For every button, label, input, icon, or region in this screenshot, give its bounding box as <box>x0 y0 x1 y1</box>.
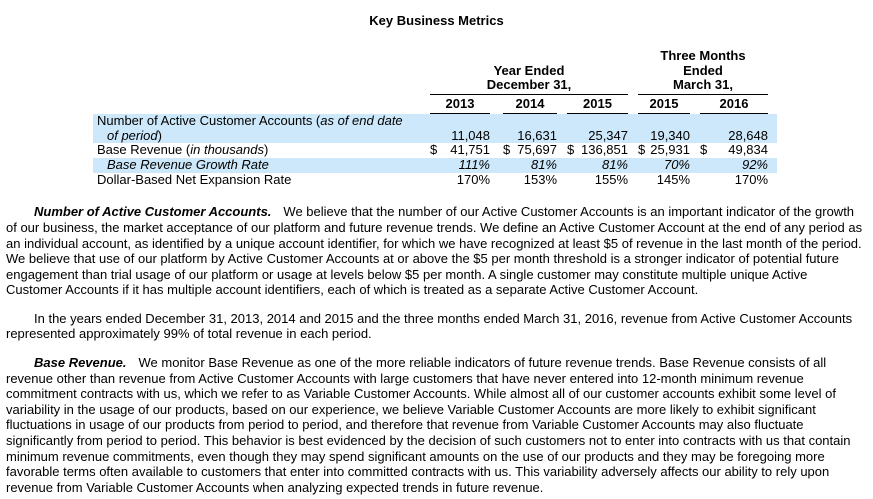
table-year-header-row: 2013 2014 2015 2015 2016 <box>93 96 777 114</box>
cell-value: $75,697 <box>503 142 557 158</box>
body-text: Number of Active Customer Accounts. We be… <box>0 204 873 495</box>
table-row-net-expansion-rate: Dollar-Based Net Expansion Rate 170% 153… <box>93 171 777 188</box>
paragraph-base-revenue: Base Revenue. We monitor Base Revenue as … <box>6 355 867 495</box>
cell-value: $136,851 <box>567 142 628 158</box>
page-title: Key Business Metrics <box>369 13 504 28</box>
year-header-2016-q1: 2016 <box>700 96 768 114</box>
table-row-base-revenue-growth-rate: Base Revenue Growth Rate 111% 81% 81% 70… <box>93 156 777 173</box>
paragraph-lead: Number of Active Customer Accounts. <box>34 204 272 220</box>
year-header-2013: 2013 <box>430 96 490 114</box>
table-row-base-revenue: Base Revenue (in thousands) $41,751 $75,… <box>93 142 777 158</box>
cell-value: 16,631 <box>517 127 557 143</box>
cell-value: 81% <box>530 156 557 172</box>
cell-value: 153% <box>523 171 557 187</box>
dollar-sign: $ <box>567 142 575 158</box>
cell-value: 19,340 <box>650 127 690 143</box>
paragraph-text: We believe that the number of our Active… <box>6 204 863 298</box>
cell-value: $41,751 <box>430 142 490 158</box>
row-label: Number of Active Customer Accounts (as o… <box>97 112 403 143</box>
dollar-sign: $ <box>700 142 708 158</box>
cell-value: 81% <box>601 156 628 172</box>
cell-value: 28,648 <box>728 127 768 143</box>
cell-value: 170% <box>734 171 768 187</box>
col-group-year-ended: Year Ended December 31, <box>430 62 628 96</box>
paragraph-text: We monitor Base Revenue as one of the mo… <box>6 355 851 495</box>
cell-value: 155% <box>594 171 628 187</box>
spacer <box>93 97 430 114</box>
paragraph-text: In the years ended December 31, 2013, 20… <box>6 310 853 342</box>
year-header-2014: 2014 <box>503 96 557 114</box>
spacer <box>490 97 503 114</box>
spacer <box>628 97 638 114</box>
key-business-metrics-table: Year Ended December 31, Three Months End… <box>93 48 777 188</box>
dollar-sign: $ <box>638 142 646 158</box>
cell-value: 92% <box>741 156 768 172</box>
group-header-line: Ended <box>683 62 723 78</box>
year-header-2015-q1: 2015 <box>638 96 690 114</box>
cell-value: 111% <box>458 156 490 172</box>
dollar-sign: $ <box>430 142 438 158</box>
spacer <box>690 97 700 114</box>
cell-value: 11,048 <box>451 127 490 143</box>
cell-value: 170% <box>456 171 490 187</box>
cell-value: 145% <box>656 171 690 187</box>
group-header-line: March 31, <box>673 77 733 93</box>
cell-value: 70% <box>663 156 690 172</box>
dollar-sign: $ <box>503 142 511 158</box>
spacer <box>557 97 567 114</box>
group-header-line: Three Months <box>660 48 746 63</box>
table-row-active-accounts: Number of Active Customer Accounts (as o… <box>93 112 777 144</box>
cell-value: 25,347 <box>588 127 628 143</box>
paragraph-active-customer-accounts: Number of Active Customer Accounts. We be… <box>6 204 867 298</box>
row-label: Base Revenue Growth Rate <box>107 156 269 172</box>
table-group-header-row: Year Ended December 31, Three Months End… <box>93 48 777 96</box>
year-header-2015: 2015 <box>567 96 628 114</box>
group-header-line: Year Ended <box>493 62 565 78</box>
row-label: Dollar-Based Net Expansion Rate <box>97 171 292 187</box>
paragraph-revenue-concentration: In the years ended December 31, 2013, 20… <box>6 311 867 342</box>
cell-value: $49,834 <box>700 142 768 158</box>
col-group-three-months: Three Months Ended March 31, <box>638 48 768 96</box>
group-header-line: December 31, <box>486 77 572 93</box>
row-label: Base Revenue (in thousands) <box>97 142 269 158</box>
cell-value: $25,931 <box>638 142 690 158</box>
paragraph-lead: Base Revenue. <box>34 355 127 371</box>
